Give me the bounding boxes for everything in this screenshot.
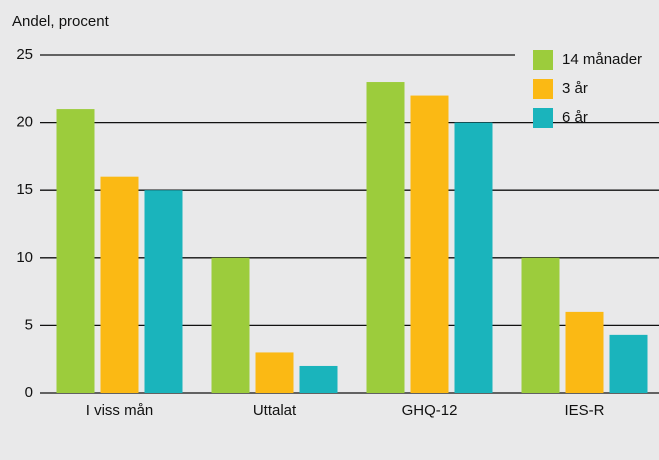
legend-swatch xyxy=(533,79,553,99)
bar xyxy=(255,352,294,393)
bar xyxy=(410,95,449,393)
legend-label: 6 år xyxy=(562,109,588,126)
y-tick-label: 0 xyxy=(25,384,33,401)
x-tick-label: I viss mån xyxy=(86,402,154,419)
y-tick-label: 10 xyxy=(16,249,33,266)
legend-swatch xyxy=(533,108,553,128)
bar xyxy=(144,190,183,393)
bar xyxy=(366,82,405,393)
x-tick-label: Uttalat xyxy=(253,402,297,419)
legend-label: 14 månader xyxy=(562,51,642,68)
bar xyxy=(56,109,95,393)
y-tick-label: 5 xyxy=(25,316,33,333)
bar xyxy=(100,176,139,393)
bar xyxy=(565,311,604,393)
y-tick-label: 25 xyxy=(16,46,33,63)
x-tick-label: IES-R xyxy=(564,402,604,419)
y-tick-label: 15 xyxy=(16,181,33,198)
bar xyxy=(609,334,648,393)
y-tick-label: 20 xyxy=(16,114,33,131)
x-tick-label: GHQ-12 xyxy=(402,402,458,419)
y-axis-label: Andel, procent xyxy=(12,13,110,30)
legend-swatch xyxy=(533,50,553,70)
bar xyxy=(211,257,250,393)
bar xyxy=(454,122,493,393)
legend-label: 3 år xyxy=(562,80,588,97)
bar xyxy=(299,365,338,393)
bar xyxy=(521,257,560,393)
